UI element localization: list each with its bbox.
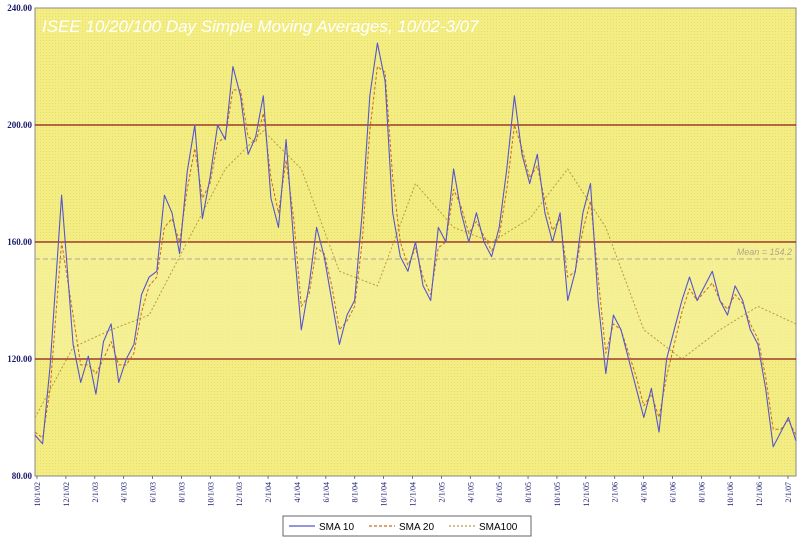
x-tick-label: 2/1/07 xyxy=(784,482,793,502)
legend-label: SMA 10 xyxy=(319,522,354,533)
x-tick-label: 4/1/06 xyxy=(640,482,649,502)
x-tick-label: 6/1/05 xyxy=(495,482,504,502)
x-tick-label: 10/1/04 xyxy=(380,482,389,506)
legend-label: SMA 20 xyxy=(399,522,434,533)
x-tick-label: 8/1/06 xyxy=(697,482,706,502)
x-axis: 10/1/02 12/1/02 2/1/03 4/1/03 6/1/03 8/1/03 10… xyxy=(33,476,793,506)
x-tick-label: 6/1/04 xyxy=(322,482,331,502)
x-tick-label: 4/1/05 xyxy=(466,482,475,502)
x-tick-label: 8/1/05 xyxy=(524,482,533,502)
x-tick-label: 12/1/02 xyxy=(62,482,71,506)
chart-title: ISEE 10/20/100 Day Simple Moving Average… xyxy=(42,17,479,36)
x-tick-label: 12/1/06 xyxy=(755,482,764,506)
x-tick-label: 12/1/04 xyxy=(409,482,418,506)
x-tick-label: 8/1/03 xyxy=(177,482,186,502)
x-tick-label: 6/1/03 xyxy=(149,482,158,502)
x-tick-label: 4/1/04 xyxy=(293,482,302,502)
x-tick-label: 12/1/03 xyxy=(235,482,244,506)
y-tick-label: 80.00 xyxy=(12,471,33,481)
x-tick-label: 2/1/04 xyxy=(264,482,273,502)
y-tick-label: 200.00 xyxy=(7,120,32,130)
legend-box xyxy=(282,515,532,537)
x-tick-label: 6/1/06 xyxy=(668,482,677,502)
y-axis: 80.00 120.00 160.00 200.00 240.00 xyxy=(7,3,32,481)
series-group xyxy=(34,42,797,448)
x-tick-label: 10/1/03 xyxy=(206,482,215,506)
y-tick-label: 120.00 xyxy=(7,354,32,364)
x-tick-label: 8/1/04 xyxy=(351,482,360,502)
x-tick-label: 2/1/06 xyxy=(611,482,620,502)
series-line-sma10 xyxy=(34,42,797,448)
x-tick-label: 10/1/06 xyxy=(726,482,735,506)
x-tick-label: 4/1/03 xyxy=(120,482,129,502)
x-tick-label: 12/1/05 xyxy=(582,482,591,506)
x-tick-label: 2/1/05 xyxy=(437,482,446,502)
series-line-sma100 xyxy=(34,130,797,418)
mean-label: Mean = 154.2 xyxy=(737,247,792,257)
y-tick-label: 160.00 xyxy=(7,237,32,247)
legend: SMA 10 SMA 20 SMA100 xyxy=(282,515,532,537)
x-tick-label: 2/1/03 xyxy=(91,482,100,502)
plot-band xyxy=(35,242,796,359)
x-tick-label: 10/1/02 xyxy=(33,482,42,506)
legend-label: SMA100 xyxy=(479,522,518,533)
y-tick-label: 240.00 xyxy=(7,3,32,13)
x-tick-label: 10/1/05 xyxy=(553,482,562,506)
